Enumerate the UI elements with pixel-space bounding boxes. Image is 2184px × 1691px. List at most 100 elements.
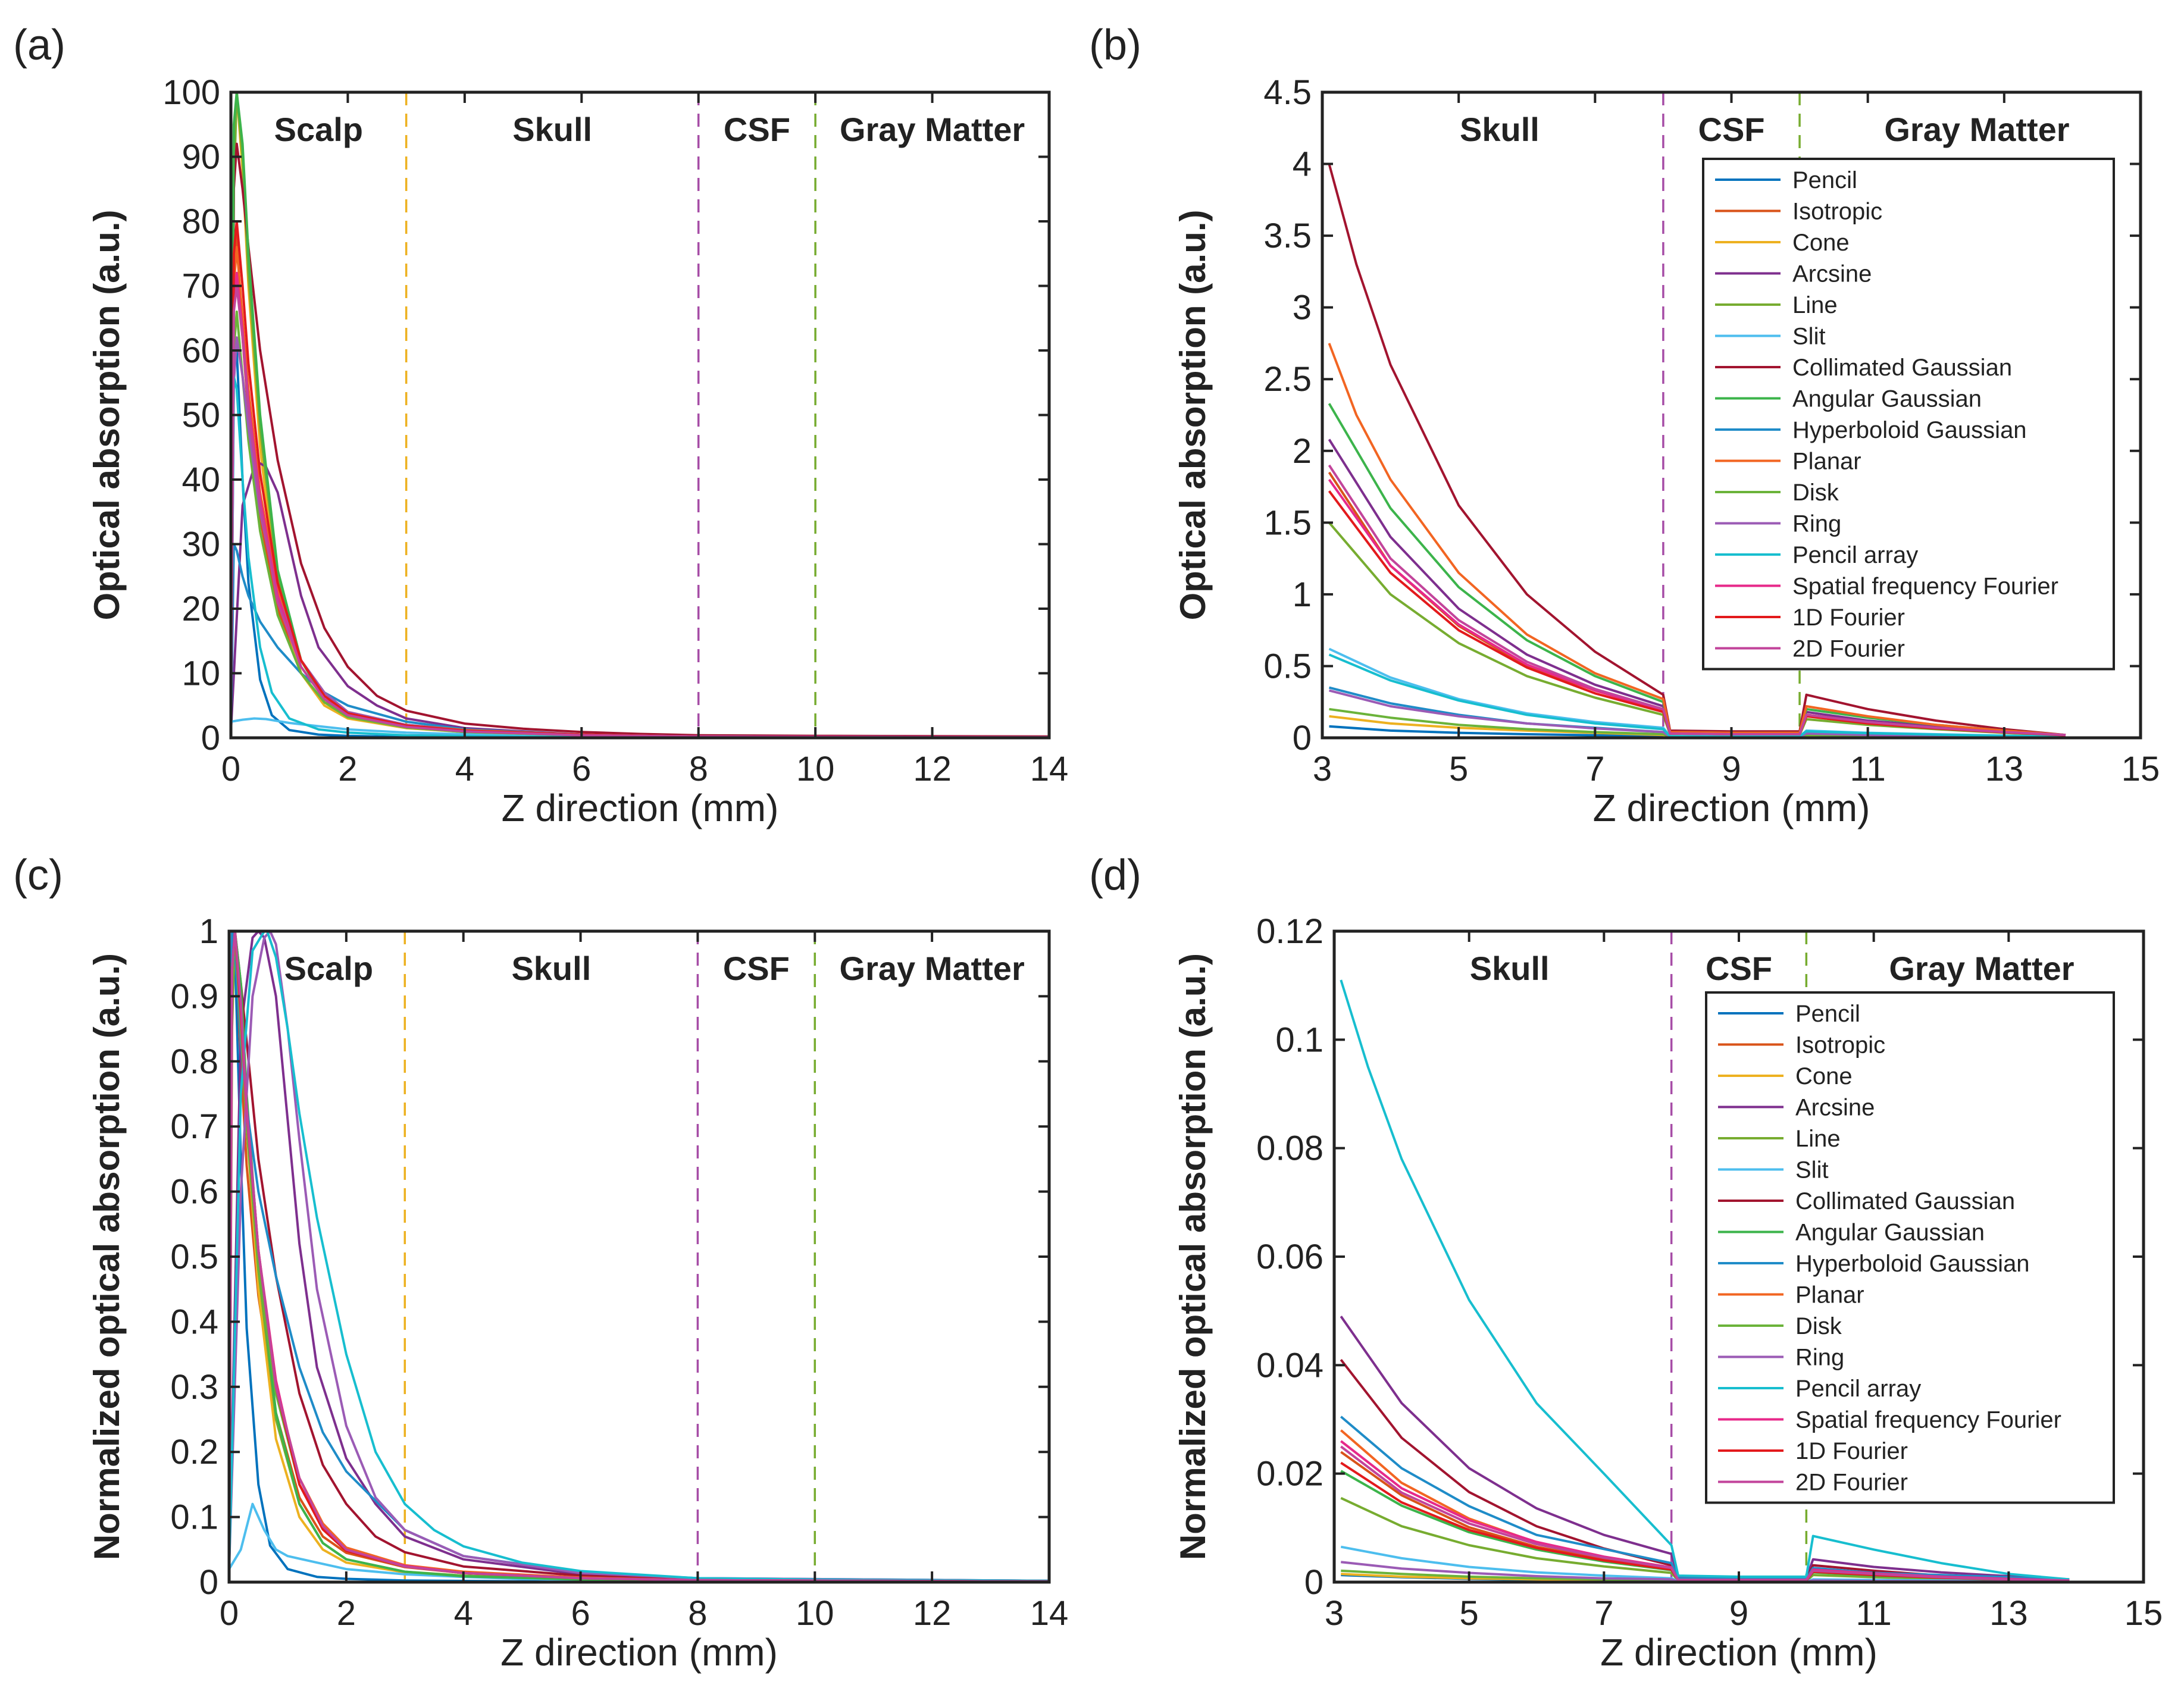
y-tick-label: 0 [1304, 1563, 1323, 1602]
y-tick-label: 0 [199, 1563, 218, 1602]
y-tick-label: 2.5 [1263, 360, 1312, 399]
legend-entry: Cone [1795, 1063, 1853, 1089]
legend-entry: Hyperboloid Gaussian [1795, 1251, 2030, 1277]
y-tick-label: 0.08 [1256, 1129, 1323, 1168]
series-group [229, 931, 1049, 1582]
y-tick-label: 1 [199, 912, 218, 951]
x-tick-label: 3 [1313, 750, 1332, 788]
series-line [1328, 464, 2066, 737]
y-tick-label: 3.5 [1263, 217, 1312, 255]
y-tick-label: 4 [1293, 145, 1312, 184]
legend-entry: Ring [1792, 511, 1841, 537]
y-tick-label: 80 [182, 202, 220, 241]
y-tick-label: 0 [201, 719, 220, 757]
panel-label: (d) [1089, 851, 1141, 899]
y-tick-label: 0.06 [1256, 1238, 1323, 1276]
region-label: Scalp [274, 111, 363, 148]
y-tick-label: 10 [182, 655, 220, 693]
series-line [1340, 979, 2070, 1581]
x-tick-label: 11 [1850, 750, 1886, 788]
legend-entry: Collimated Gaussian [1795, 1188, 2015, 1214]
y-tick-label: 30 [182, 525, 220, 564]
legend-entry: Arcsine [1795, 1095, 1875, 1121]
y-tick-label: 3 [1293, 289, 1312, 327]
y-tick-label: 0.9 [170, 977, 218, 1016]
x-tick-label: 3 [1325, 1594, 1344, 1633]
region-label: Gray Matter [840, 111, 1025, 148]
legend-entry: Angular Gaussian [1795, 1220, 1985, 1246]
legend-entry: Spatial frequency Fourier [1795, 1407, 2061, 1433]
series-line [231, 284, 1049, 738]
x-tick-label: 10 [796, 750, 835, 788]
y-tick-label: 1.5 [1263, 503, 1312, 542]
x-tick-label: 11 [1856, 1594, 1892, 1633]
x-tick-label: 13 [1989, 1594, 2028, 1633]
x-tick-label: 10 [796, 1594, 834, 1633]
panel-label: (a) [13, 21, 65, 69]
x-tick-label: 15 [2122, 750, 2160, 788]
y-tick-label: 4.5 [1263, 73, 1312, 112]
y-tick-label: 40 [182, 461, 220, 499]
y-tick-label: 0.3 [170, 1368, 218, 1407]
y-tick-label: 60 [182, 331, 220, 370]
legend-entry: Disk [1792, 480, 1839, 506]
x-tick-label: 12 [913, 1594, 952, 1633]
x-tick-label: 12 [913, 750, 952, 788]
y-tick-label: 0.8 [170, 1042, 218, 1081]
region-label: Gray Matter [1889, 950, 2074, 987]
panel-c: (c) 0 2 4 6 8 10 12 14 0 0.1 0.2 0.3 0.4 0.5 0.6 0.7 0.8 0… [13, 851, 1068, 1674]
legend-entry: Collimated Gaussian [1792, 355, 2012, 381]
x-tick-label: 2 [338, 750, 357, 788]
y-tick-label: 70 [182, 267, 220, 306]
x-tick-label: 4 [455, 750, 474, 788]
legend: Pencil Isotropic Cone Arcsine Line Slit Collim… [1705, 991, 2115, 1504]
legend-entry: 1D Fourier [1795, 1438, 1908, 1464]
x-tick-label: 5 [1449, 750, 1468, 788]
panel-label: (c) [13, 851, 63, 899]
region-label: Gray Matter [840, 950, 1025, 987]
x-axis-label: Z direction (mm) [500, 1631, 778, 1674]
legend-entry: Arcsine [1792, 261, 1872, 287]
y-tick-label: 0.7 [170, 1107, 218, 1146]
x-axis-label: Z direction (mm) [1593, 787, 1870, 829]
region-label: CSF [1698, 111, 1765, 148]
y-tick-label: 90 [182, 138, 220, 177]
y-tick-label: 0.1 [1275, 1020, 1323, 1059]
x-tick-label: 0 [221, 750, 240, 788]
region-label: Scalp [284, 950, 373, 987]
legend-entry: Pencil array [1792, 542, 1918, 568]
y-tick-label: 50 [182, 396, 220, 435]
x-axis-label: Z direction (mm) [502, 787, 779, 829]
legend-entry: Disk [1795, 1313, 1842, 1339]
region-label: Gray Matter [1884, 111, 2069, 148]
x-tick-label: 6 [572, 750, 591, 788]
legend-entry: Isotropic [1795, 1032, 1885, 1059]
panel-d: (d) 3 5 7 9 11 13 15 0 0.02 0.04 0.06 0.08 0.1 0.12 Z d… [1089, 851, 2163, 1674]
legend-entry: Ring [1795, 1345, 1844, 1371]
legend-entry: Cone [1792, 230, 1850, 256]
x-tick-label: 14 [1030, 1594, 1069, 1633]
y-tick-label: 2 [1293, 432, 1312, 471]
y-axis-label: Normalized optical absorption (a.u.) [1173, 953, 1213, 1560]
y-tick-label: 0.5 [170, 1238, 218, 1276]
legend-entry: Pencil [1795, 1001, 1860, 1027]
region-label: CSF [723, 950, 790, 987]
y-tick-label: 0.12 [1256, 912, 1323, 951]
panel-b: (b) 3 5 7 9 11 13 15 0 0.5 1 1.5 2 2.5 3 3.5 4 4.5 Z direc… [1089, 21, 2160, 829]
panel-a: (a) 0 2 4 6 8 10 12 14 0 10 20 30 40 50 60 70 80 90 100 Z di… [13, 21, 1068, 829]
y-tick-label: 0.6 [170, 1173, 218, 1211]
legend-entry: Hyperboloid Gaussian [1792, 417, 2027, 443]
y-tick-label: 100 [162, 73, 220, 112]
legend-entry: Slit [1792, 324, 1826, 350]
y-tick-label: 20 [182, 590, 220, 628]
x-tick-label: 6 [571, 1594, 590, 1633]
series-line [231, 142, 1049, 738]
legend-entry: Slit [1795, 1157, 1829, 1183]
x-tick-label: 7 [1585, 750, 1604, 788]
y-tick-label: 0.4 [170, 1302, 218, 1341]
y-tick-label: 0.1 [170, 1498, 218, 1537]
y-tick-label: 0.5 [1263, 647, 1312, 685]
region-label: Skull [511, 950, 591, 987]
